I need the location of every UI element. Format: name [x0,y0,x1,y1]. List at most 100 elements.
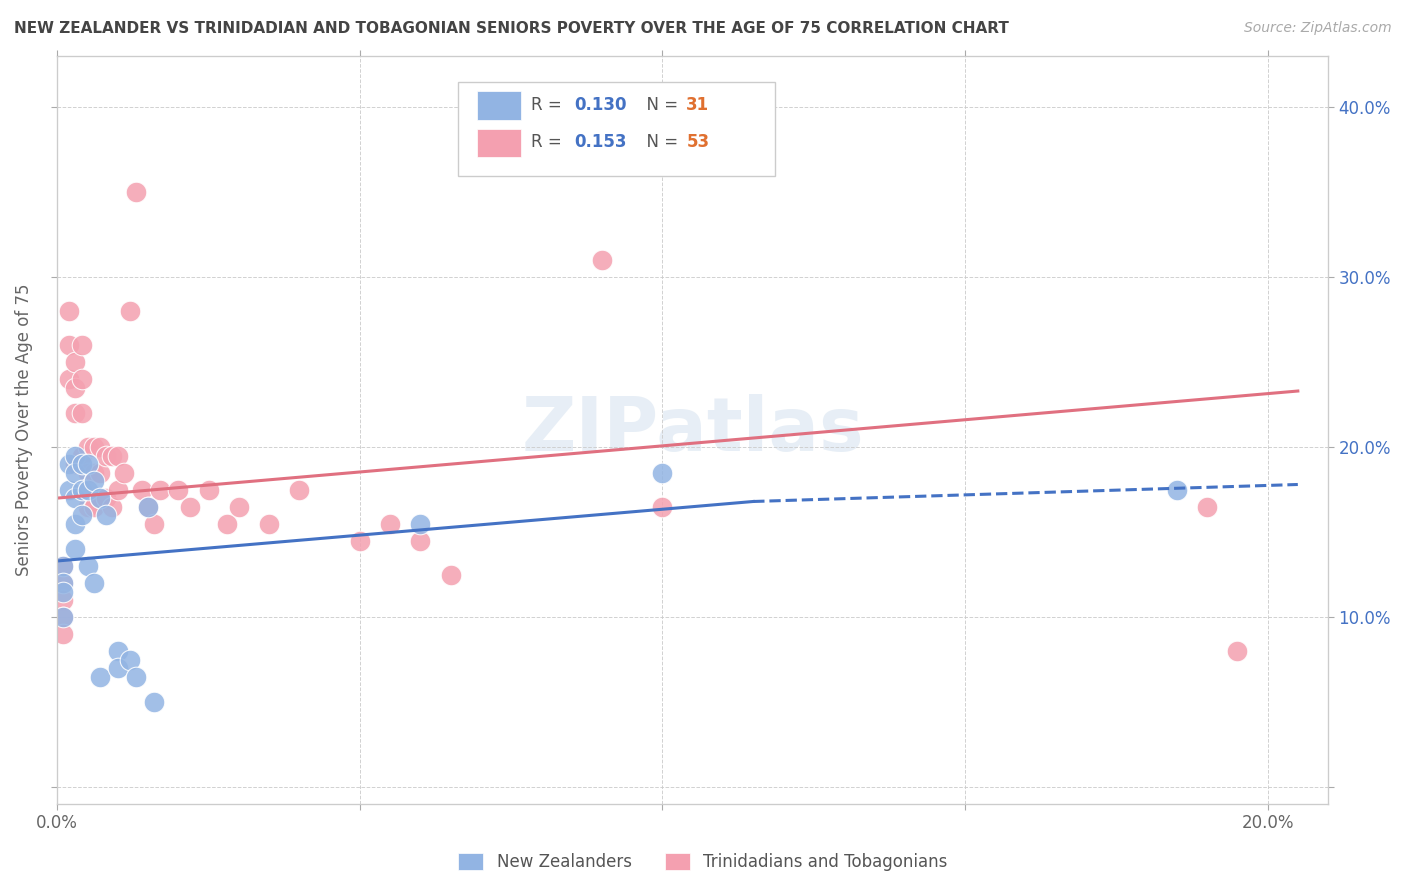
Point [58,483,80,497]
Point [58,457,80,471]
Point [70,457,93,471]
Point [83,474,105,488]
Point [76,559,98,574]
FancyBboxPatch shape [457,82,775,176]
Point [125,669,148,683]
Point [89,491,111,505]
Point [179,500,201,514]
Point [440,567,463,582]
Point [118,652,141,666]
Point [197,483,219,497]
Point [89,466,111,480]
Point [52,559,75,574]
Text: 0.130: 0.130 [575,95,627,114]
Point [107,449,129,463]
Point [1197,500,1219,514]
Point [257,516,280,531]
Point [83,500,105,514]
Point [52,576,75,591]
Point [1226,644,1249,658]
Text: N =: N = [636,133,683,152]
FancyBboxPatch shape [477,91,522,120]
Text: Source: ZipAtlas.com: Source: ZipAtlas.com [1244,21,1392,35]
Point [167,483,190,497]
Point [89,669,111,683]
Point [58,338,80,352]
Text: R =: R = [531,133,567,152]
Text: 53: 53 [686,133,710,152]
Point [651,500,673,514]
Point [89,440,111,454]
Text: NEW ZEALANDER VS TRINIDADIAN AND TOBAGONIAN SENIORS POVERTY OVER THE AGE OF 75 C: NEW ZEALANDER VS TRINIDADIAN AND TOBAGON… [14,21,1010,36]
Point [52,593,75,607]
Point [228,500,250,514]
Point [70,508,93,522]
Y-axis label: Seniors Poverty Over the Age of 75: Seniors Poverty Over the Age of 75 [15,284,32,576]
Point [65,457,87,471]
Point [83,576,105,591]
Point [52,627,75,641]
Point [125,185,148,199]
FancyBboxPatch shape [477,128,522,157]
Point [591,253,613,268]
Point [65,381,87,395]
Point [58,304,80,318]
Point [651,466,673,480]
Point [112,466,135,480]
Point [143,516,166,531]
Point [94,491,117,505]
Point [76,483,98,497]
Point [65,466,87,480]
Point [76,457,98,471]
Point [215,516,238,531]
Point [118,304,141,318]
Point [65,491,87,505]
Point [83,466,105,480]
Point [76,440,98,454]
Point [52,559,75,574]
Point [107,644,129,658]
Point [100,449,122,463]
Legend: New Zealanders, Trinidadians and Tobagonians: New Zealanders, Trinidadians and Tobagon… [450,845,956,880]
Point [1166,483,1188,497]
Point [65,355,87,369]
Text: 31: 31 [686,95,710,114]
Point [136,500,159,514]
Point [107,661,129,675]
Point [65,406,87,420]
Point [65,449,87,463]
Point [52,610,75,624]
Point [70,338,93,352]
Point [100,500,122,514]
Point [70,483,93,497]
Point [94,508,117,522]
Point [65,542,87,557]
Point [52,610,75,624]
Point [89,491,111,505]
Point [94,449,117,463]
Point [52,576,75,591]
Point [149,483,172,497]
Point [131,483,153,497]
Point [288,483,311,497]
Point [76,500,98,514]
Text: ZIPatlas: ZIPatlas [522,393,865,467]
Point [52,584,75,599]
Point [409,533,432,548]
Point [349,533,371,548]
Point [83,440,105,454]
Point [65,516,87,531]
Point [136,500,159,514]
Point [70,449,93,463]
Point [58,372,80,386]
Point [409,516,432,531]
Point [76,466,98,480]
Point [70,406,93,420]
Text: 0.153: 0.153 [575,133,627,152]
Point [378,516,401,531]
Text: R =: R = [531,95,567,114]
Point [143,695,166,709]
Point [107,483,129,497]
Point [70,372,93,386]
Text: N =: N = [636,95,683,114]
